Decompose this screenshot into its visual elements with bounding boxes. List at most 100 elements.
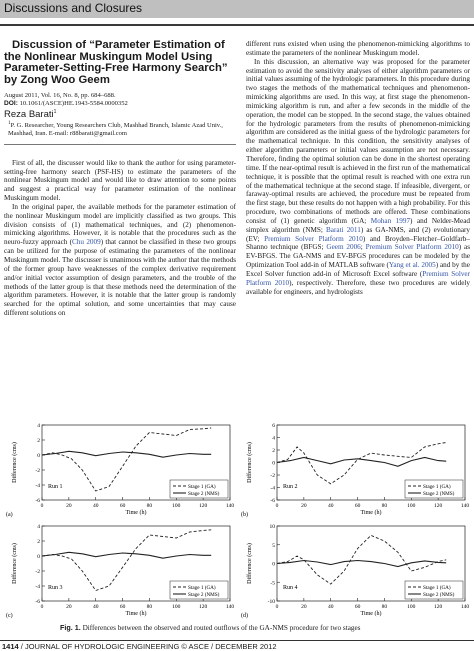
- section-header-bar: Discussions and Closures: [0, 0, 474, 18]
- series-line-2: [41, 450, 212, 458]
- y-tick-label: 0: [272, 562, 275, 568]
- citation-link[interactable]: Premium Solver Platform 2010: [264, 234, 363, 243]
- citation-link[interactable]: Premium Solver Platform 2010: [365, 243, 459, 252]
- x-tick-label: 140: [461, 503, 470, 509]
- y-axis-label: Difference (cms): [246, 442, 253, 483]
- y-axis-label: Difference (cms): [11, 543, 18, 584]
- x-tick-label: 20: [66, 604, 72, 610]
- x-tick-label: 60: [120, 604, 126, 610]
- legend-label-stage2: Stage 2 (NMS): [188, 490, 220, 497]
- x-tick-label: 40: [93, 604, 99, 610]
- x-tick-label: 80: [382, 503, 388, 509]
- x-tick-label: 140: [461, 604, 470, 610]
- citation-link[interactable]: Yang et al. 2005: [388, 261, 436, 270]
- page-footer: 1414 / JOURNAL OF HYDROLOGIC ENGINEERING…: [0, 640, 474, 651]
- x-tick-label: 140: [226, 604, 235, 610]
- legend-label-stage2: Stage 2 (NMS): [188, 591, 220, 598]
- citation-link[interactable]: Mohan 1997: [370, 216, 411, 225]
- panel-letter: (c): [6, 612, 13, 619]
- y-tick-label: 0: [37, 453, 40, 459]
- figure-panel-b: -6 -4 -2 0 2 4 6 0 20 40 60 80 100 120 140 Time (h) Diff…: [239, 420, 474, 520]
- y-tick-label: 4: [37, 423, 40, 429]
- citation-link[interactable]: Barati 2011: [326, 225, 361, 234]
- citation-link[interactable]: Geem 2006: [326, 243, 361, 252]
- x-tick-label: 80: [382, 604, 388, 610]
- x-tick-label: 120: [434, 604, 443, 610]
- right-column: different runs existed when using the ph…: [246, 40, 470, 296]
- y-tick-label: 6: [272, 423, 275, 429]
- y-tick-label: -5: [270, 580, 275, 586]
- y-axis-label: Difference (cms): [11, 442, 18, 483]
- series-line-2: [276, 456, 447, 467]
- x-tick-label: 40: [328, 604, 334, 610]
- figure-panel-a: -6 -4 -2 0 2 4 0 20 40 60 80 100 120 140 Time (h) Diffe…: [4, 420, 239, 520]
- y-tick-label: -2: [35, 569, 40, 575]
- legend-label-stage2: Stage 2 (NMS): [423, 591, 455, 598]
- figure-panel-d: -10 -5 0 5 10 0 20 40 60 80 100 120 140 Time (h) Diffe…: [239, 521, 474, 621]
- x-tick-label: 120: [434, 503, 443, 509]
- author-affiliation: P. G. Researcher, Young Researchers Club…: [8, 122, 223, 138]
- y-tick-label: 2: [37, 539, 40, 545]
- y-tick-label: -2: [270, 473, 275, 479]
- x-axis-label: Time (h): [126, 610, 147, 617]
- right-paragraph-0: different runs existed when using the ph…: [246, 40, 470, 57]
- figure-caption: Fig. 1. Differences between the observed…: [60, 623, 470, 632]
- citation-link[interactable]: Chu 2009: [72, 238, 101, 247]
- left-paragraph-2: In the original paper, the available met…: [4, 202, 237, 318]
- y-tick-label: 5: [272, 543, 275, 549]
- y-tick-label: -2: [35, 468, 40, 474]
- series-line-2: [41, 551, 212, 559]
- y-tick-label: 2: [37, 438, 40, 444]
- x-tick-label: 100: [172, 503, 181, 509]
- panel-letter: (b): [241, 511, 248, 518]
- x-tick-label: 20: [301, 604, 307, 610]
- series-line-1: [276, 442, 447, 485]
- x-tick-label: 80: [147, 503, 153, 509]
- x-tick-label: 100: [172, 604, 181, 610]
- y-tick-label: 4: [272, 436, 275, 442]
- author-sup: 1: [53, 109, 57, 116]
- x-tick-label: 120: [199, 604, 208, 610]
- x-tick-label: 60: [355, 503, 361, 509]
- figure-caption-label: Fig. 1.: [60, 623, 81, 632]
- x-tick-label: 100: [407, 503, 416, 509]
- article-citation: August 2011, Vol. 16, No. 8, pp. 684–688…: [4, 92, 116, 100]
- run-label: Run 1: [48, 484, 63, 490]
- run-label: Run 4: [283, 585, 298, 591]
- left-column: Discussion of “Parameter Estimation of t…: [4, 39, 237, 318]
- y-tick-label: -4: [270, 486, 275, 492]
- x-tick-label: 140: [226, 503, 235, 509]
- plot-frame: [41, 424, 231, 501]
- page-number: 1414: [2, 642, 19, 651]
- x-tick-label: 60: [355, 604, 361, 610]
- series-line-1: [41, 529, 212, 592]
- y-axis-label: Difference (cms): [246, 543, 253, 584]
- run-label: Run 3: [48, 585, 63, 591]
- citation-link[interactable]: Premium Solver Platform 2010: [246, 269, 470, 287]
- right-paragraph-1: In this discussion, an alternative way w…: [246, 57, 471, 296]
- series-line-2: [276, 559, 447, 568]
- legend-label-stage2: Stage 2 (NMS): [423, 490, 455, 497]
- y-tick-label: 2: [272, 448, 275, 454]
- x-axis-label: Time (h): [361, 610, 382, 617]
- y-tick-label: -6: [35, 599, 40, 605]
- section-header-title: Discussions and Closures: [4, 1, 143, 15]
- article-title: Discussion of “Parameter Estimation of t…: [4, 39, 228, 86]
- x-tick-label: 60: [120, 503, 126, 509]
- x-tick-label: 0: [41, 604, 44, 610]
- x-tick-label: 0: [276, 503, 279, 509]
- x-tick-label: 100: [407, 604, 416, 610]
- y-tick-label: -4: [35, 483, 40, 489]
- doi-value[interactable]: 10.1061/(ASCE)HE.1943-5584.0000352: [19, 100, 128, 108]
- divider: [4, 143, 236, 145]
- y-tick-label: -10: [268, 599, 276, 605]
- legend-label-stage1: Stage 1 (GA): [423, 483, 451, 490]
- affiliation-sup: 1: [8, 121, 11, 127]
- y-tick-label: -6: [35, 498, 40, 504]
- x-tick-label: 80: [147, 604, 153, 610]
- y-tick-label: 10: [270, 524, 276, 530]
- x-tick-label: 0: [41, 503, 44, 509]
- x-tick-label: 20: [66, 503, 72, 509]
- y-tick-label: -4: [35, 584, 40, 590]
- journal-name: / JOURNAL OF HYDROLOGIC ENGINEERING © AS…: [20, 642, 277, 651]
